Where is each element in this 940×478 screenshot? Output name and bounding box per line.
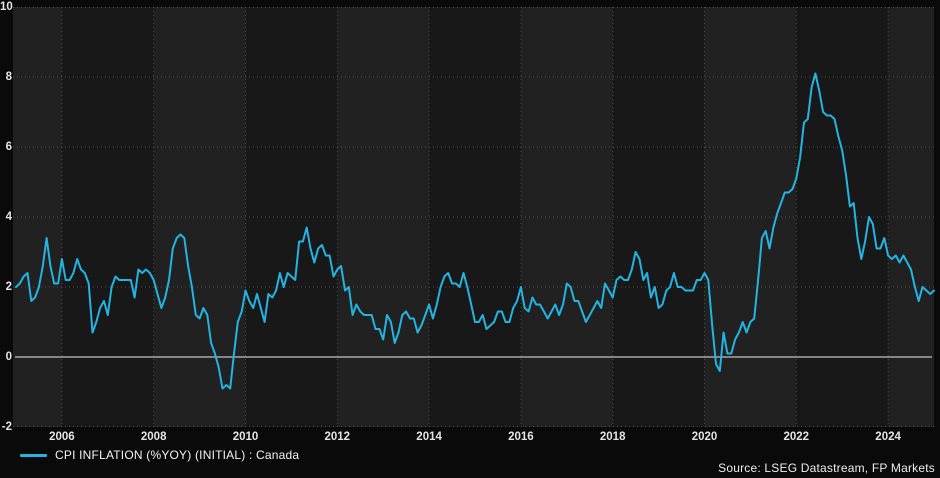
- x-axis-label: 2018: [599, 431, 626, 443]
- plot-band: [520, 7, 613, 427]
- plot-band: [153, 7, 246, 427]
- y-axis-label: 2: [5, 281, 12, 293]
- x-axis-label: 2008: [140, 431, 167, 443]
- x-axis-label: 2012: [324, 431, 351, 443]
- y-axis-label: 10: [0, 1, 13, 13]
- plot-band: [429, 7, 521, 427]
- y-axis-label: -2: [1, 421, 12, 433]
- gridlines: [13, 7, 934, 427]
- x-axis-label: 2014: [416, 431, 442, 443]
- plot-band: [704, 7, 797, 427]
- series-line-swatch: [20, 453, 47, 457]
- y-axis-label: 4: [5, 211, 12, 223]
- plot-band: [612, 7, 705, 427]
- plot-band: [337, 7, 430, 427]
- cpi-series-line: [15, 72, 935, 390]
- plot-band: [61, 7, 154, 427]
- source-text: Source: LSEG Datastream, FP Markets: [718, 461, 935, 475]
- x-axis-label: 2016: [508, 431, 534, 443]
- legend: CPI INFLATION (%YOY) (INITIAL) : Canada: [20, 448, 299, 462]
- x-axis-label: 2024: [875, 431, 901, 443]
- x-axis-label: 2020: [691, 431, 718, 443]
- plot-band: [245, 7, 338, 427]
- plot-band: [888, 7, 934, 427]
- x-axis-label: 2022: [783, 431, 810, 443]
- series-label: CPI INFLATION (%YOY) (INITIAL) : Canada: [55, 448, 300, 462]
- y-axis-label: 6: [5, 141, 12, 153]
- x-axis-label: 2006: [49, 431, 75, 443]
- y-axis-label: 0: [5, 351, 12, 363]
- x-axis-label: 2010: [232, 431, 259, 443]
- plot-band: [796, 7, 889, 427]
- y-axis-label: 8: [5, 71, 12, 83]
- plot-area: [13, 7, 935, 427]
